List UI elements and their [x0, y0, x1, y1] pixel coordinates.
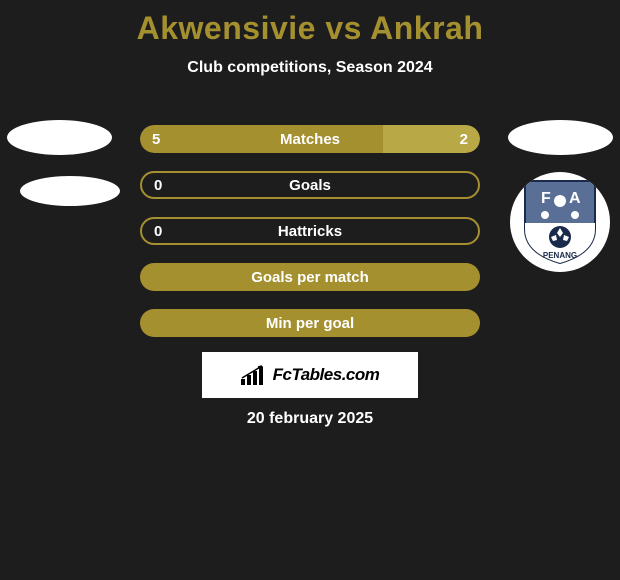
title-text: Akwensivie vs Ankrah [137, 10, 484, 46]
stat-label: Min per goal [140, 315, 480, 332]
stat-row: Goals per match [140, 263, 480, 291]
stat-label: Goals per match [140, 269, 480, 286]
stat-row: 0Goals [140, 171, 480, 199]
player-right-badge: F A PENANG [510, 172, 610, 272]
stat-row: 0Hattricks [140, 217, 480, 245]
club-badge-icon: F A PENANG [523, 179, 597, 265]
stat-row: Min per goal [140, 309, 480, 337]
stats-container: 52Matches 0Goals 0Hattricks Goals per match… [140, 125, 480, 355]
brand-bars-icon [241, 365, 269, 385]
stat-label: Hattricks [142, 223, 478, 240]
date-value: 20 february 2025 [247, 410, 373, 427]
player-left-avatar-2 [20, 176, 120, 206]
svg-text:A: A [569, 190, 581, 207]
stat-label: Matches [140, 131, 480, 148]
page-title: Akwensivie vs Ankrah [0, 0, 620, 47]
brand-box: FcTables.com [202, 352, 418, 398]
svg-text:PENANG: PENANG [543, 251, 577, 260]
svg-text:F: F [541, 190, 551, 207]
subtitle: Club competitions, Season 2024 [0, 59, 620, 77]
player-left-avatar-1 [7, 120, 112, 155]
player-right-avatar-1 [508, 120, 613, 155]
stat-row: 52Matches [140, 125, 480, 153]
brand-text: FcTables.com [273, 365, 380, 385]
subtitle-text: Club competitions, Season 2024 [187, 59, 432, 76]
stat-label: Goals [142, 177, 478, 194]
date-text: 20 february 2025 [0, 410, 620, 428]
